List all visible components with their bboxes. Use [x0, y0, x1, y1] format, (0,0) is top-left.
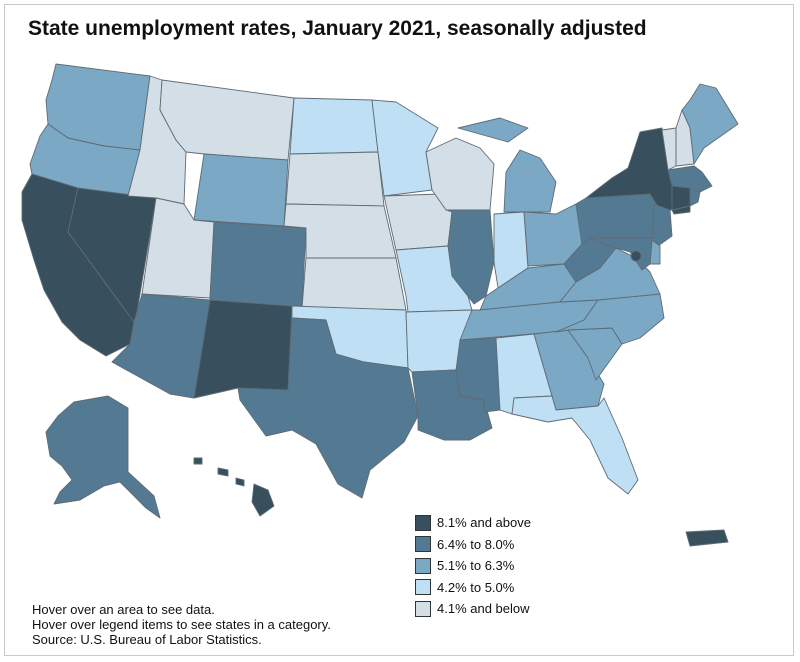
legend-swatch — [415, 536, 431, 553]
legend-item[interactable]: 6.4% to 8.0% — [415, 534, 531, 556]
note-hover-legend: Hover over legend items to see states in… — [32, 617, 331, 632]
state-ME[interactable] — [681, 83, 739, 165]
map-title: State unemployment rates, January 2021, … — [28, 17, 647, 40]
legend-label: 8.1% and above — [437, 515, 531, 531]
state-PR[interactable] — [685, 529, 729, 547]
state-ND[interactable] — [289, 97, 379, 155]
legend-item[interactable]: 5.1% to 6.3% — [415, 555, 531, 577]
legend-label: 5.1% to 6.3% — [437, 558, 515, 574]
state-NJ[interactable] — [651, 203, 673, 247]
state-TX[interactable] — [237, 317, 419, 499]
state-HI[interactable] — [193, 457, 275, 517]
state-RI[interactable] — [689, 187, 701, 207]
state-FL[interactable] — [511, 395, 639, 495]
note-source: Source: U.S. Bureau of Labor Statistics. — [32, 632, 262, 647]
legend-swatch — [415, 579, 431, 596]
map-notes: Hover over an area to see data. Hover ov… — [32, 602, 331, 647]
state-WI[interactable] — [425, 137, 495, 211]
state-CT[interactable] — [671, 185, 691, 211]
legend-swatch — [415, 600, 431, 617]
legend-swatch — [415, 557, 431, 574]
legend-item[interactable]: 4.1% and below — [415, 598, 531, 620]
state-CO[interactable] — [209, 221, 307, 309]
state-SD[interactable] — [285, 151, 385, 207]
state-NC[interactable] — [555, 293, 665, 345]
legend-label: 4.2% to 5.0% — [437, 579, 515, 595]
state-MN[interactable] — [371, 99, 439, 197]
state-WY[interactable] — [193, 153, 289, 227]
state-AK[interactable] — [45, 395, 161, 519]
state-IL[interactable] — [445, 209, 495, 305]
legend-item[interactable]: 8.1% and above — [415, 512, 531, 534]
state-NM[interactable] — [193, 299, 293, 399]
legend-item[interactable]: 4.2% to 5.0% — [415, 577, 531, 599]
legend-label: 4.1% and below — [437, 601, 530, 617]
state-PA[interactable] — [575, 193, 661, 245]
legend-swatch — [415, 514, 431, 531]
note-hover-area: Hover over an area to see data. — [32, 602, 215, 617]
state-MI[interactable] — [457, 117, 557, 213]
legend-label: 6.4% to 8.0% — [437, 536, 515, 552]
map-legend: 8.1% and above 6.4% to 8.0% 5.1% to 6.3% 4.… — [415, 512, 531, 620]
state-DC[interactable] — [630, 250, 642, 262]
state-KS[interactable] — [301, 257, 407, 311]
